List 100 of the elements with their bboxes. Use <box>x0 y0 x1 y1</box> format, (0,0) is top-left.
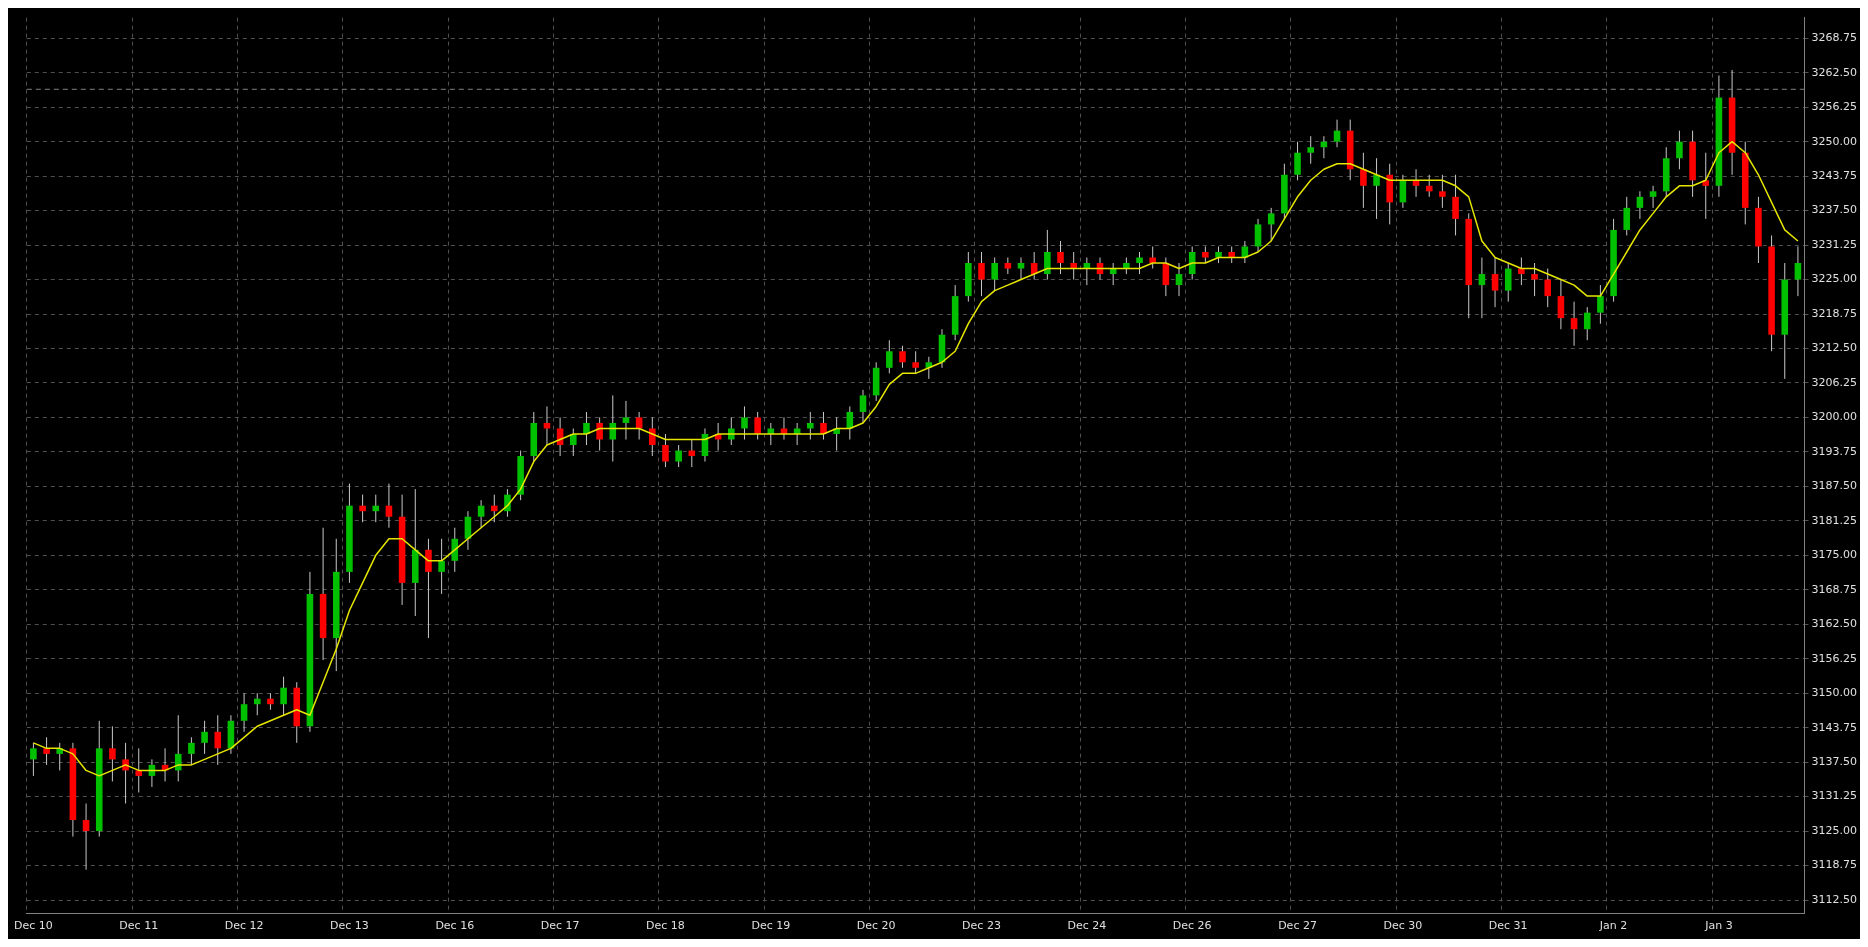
candlestick <box>438 538 445 595</box>
candlestick <box>451 527 459 573</box>
candlestick <box>1518 257 1525 286</box>
x-tick-label: Dec 23 <box>962 919 1001 933</box>
y-tick-label: 3256.25 <box>1811 100 1858 114</box>
x-tick-label: Jan 3 <box>1704 919 1733 933</box>
x-tick-label: Dec 16 <box>435 919 475 933</box>
candlestick <box>240 692 248 733</box>
candlestick <box>754 411 761 440</box>
y-tick-label: 3231.25 <box>1811 237 1858 251</box>
candlestick <box>596 416 603 452</box>
y-tick-label: 3206.25 <box>1811 375 1858 389</box>
candlestick <box>1017 257 1025 281</box>
candlestick <box>188 736 195 766</box>
candlestick <box>372 494 380 523</box>
candlestick <box>1491 257 1499 308</box>
y-tick-label: 3268.75 <box>1811 31 1858 45</box>
candlestick <box>649 416 656 457</box>
y-tick-label: 3200.00 <box>1811 410 1858 424</box>
y-tick-label: 3193.75 <box>1811 444 1858 458</box>
candlestick <box>1478 257 1486 319</box>
candlestick <box>991 257 998 292</box>
candlestick <box>1373 157 1380 220</box>
candlestick <box>978 251 985 297</box>
candlestick <box>622 400 630 440</box>
x-tick-label: Dec 31 <box>1488 919 1528 933</box>
x-tick-label: Dec 20 <box>856 919 896 933</box>
candlestick <box>82 803 90 871</box>
y-tick-label: 3250.00 <box>1811 134 1858 148</box>
candlestick <box>477 499 485 529</box>
candlestick <box>1452 174 1459 236</box>
candlestick <box>1531 262 1538 297</box>
candlestick <box>1676 130 1683 170</box>
x-tick-label: Dec 17 <box>540 919 580 933</box>
candlestick <box>280 676 287 716</box>
y-tick-label: 3225.00 <box>1811 272 1858 286</box>
candlestick <box>1570 301 1578 347</box>
x-tick-label: Jan 2 <box>1598 919 1628 933</box>
candlestick <box>1649 185 1657 209</box>
candlestick <box>912 350 919 374</box>
y-tick-label: 3212.50 <box>1811 341 1858 355</box>
y-tick-label: 3112.50 <box>1811 892 1858 906</box>
candlestick <box>109 725 116 782</box>
candlestick <box>1307 135 1314 165</box>
y-tick-label: 3118.75 <box>1811 858 1858 872</box>
x-tick-label: Dec 19 <box>751 919 791 933</box>
candlestick <box>214 714 222 766</box>
candlestick <box>1044 229 1051 281</box>
candlestick <box>1623 196 1631 236</box>
candlestick <box>899 345 906 369</box>
y-tick-label: 3162.50 <box>1811 617 1858 631</box>
candlestick <box>820 411 827 440</box>
y-tick-label: 3143.75 <box>1811 720 1858 734</box>
candlestick <box>43 736 50 766</box>
candlestick <box>570 427 577 457</box>
candlestick <box>1254 218 1262 253</box>
y-tick-label: 3125.00 <box>1811 823 1858 837</box>
y-tick-label: 3131.25 <box>1811 789 1858 803</box>
x-tick-label: Dec 11 <box>119 919 159 933</box>
candlestick <box>1557 279 1565 330</box>
candlestick <box>1439 174 1446 209</box>
candlestick <box>1267 207 1275 242</box>
candlestick <box>1597 284 1604 325</box>
y-tick-label: 3218.75 <box>1811 306 1858 320</box>
candlestick <box>1544 268 1552 308</box>
x-tick-label: Dec 30 <box>1383 919 1423 933</box>
candlestick <box>1794 245 1802 297</box>
y-tick-label: 3237.50 <box>1811 203 1858 217</box>
candlestick <box>859 389 867 424</box>
candlestick <box>1583 306 1591 341</box>
candlestick <box>359 494 366 523</box>
y-tick-label: 3262.50 <box>1811 65 1858 79</box>
x-tick-label: Dec 24 <box>1067 919 1107 933</box>
y-tick-label: 3137.50 <box>1811 754 1858 768</box>
candlestick <box>1057 240 1064 275</box>
y-tick-label: 3187.50 <box>1811 479 1858 493</box>
candlestick <box>174 714 182 782</box>
candlestick <box>635 411 643 440</box>
candlestick <box>807 411 814 440</box>
candlestick <box>1175 262 1183 297</box>
y-tick-label: 3181.25 <box>1811 513 1858 527</box>
y-tick-label: 3243.75 <box>1811 169 1858 183</box>
x-tick-label: Dec 10 <box>14 919 53 933</box>
y-tick-label: 3156.25 <box>1811 651 1858 665</box>
candlestick <box>385 483 393 529</box>
candlestick <box>425 538 432 639</box>
x-tick-label: Dec 27 <box>1278 919 1317 933</box>
candlestick <box>1294 141 1301 181</box>
candlestick <box>1425 174 1433 198</box>
candlestick <box>1702 152 1710 220</box>
candlestick <box>253 692 261 716</box>
candlestick <box>1636 190 1644 220</box>
y-tick-label: 3150.00 <box>1811 686 1858 700</box>
candlestick <box>490 494 498 523</box>
x-tick-label: Dec 18 <box>646 919 685 933</box>
candlestick <box>30 742 37 777</box>
x-tick-label: Dec 26 <box>1172 919 1212 933</box>
x-tick-label: Dec 12 <box>224 919 264 933</box>
y-tick-label: 3168.75 <box>1811 582 1858 596</box>
y-tick-label: 3175.00 <box>1811 548 1858 562</box>
